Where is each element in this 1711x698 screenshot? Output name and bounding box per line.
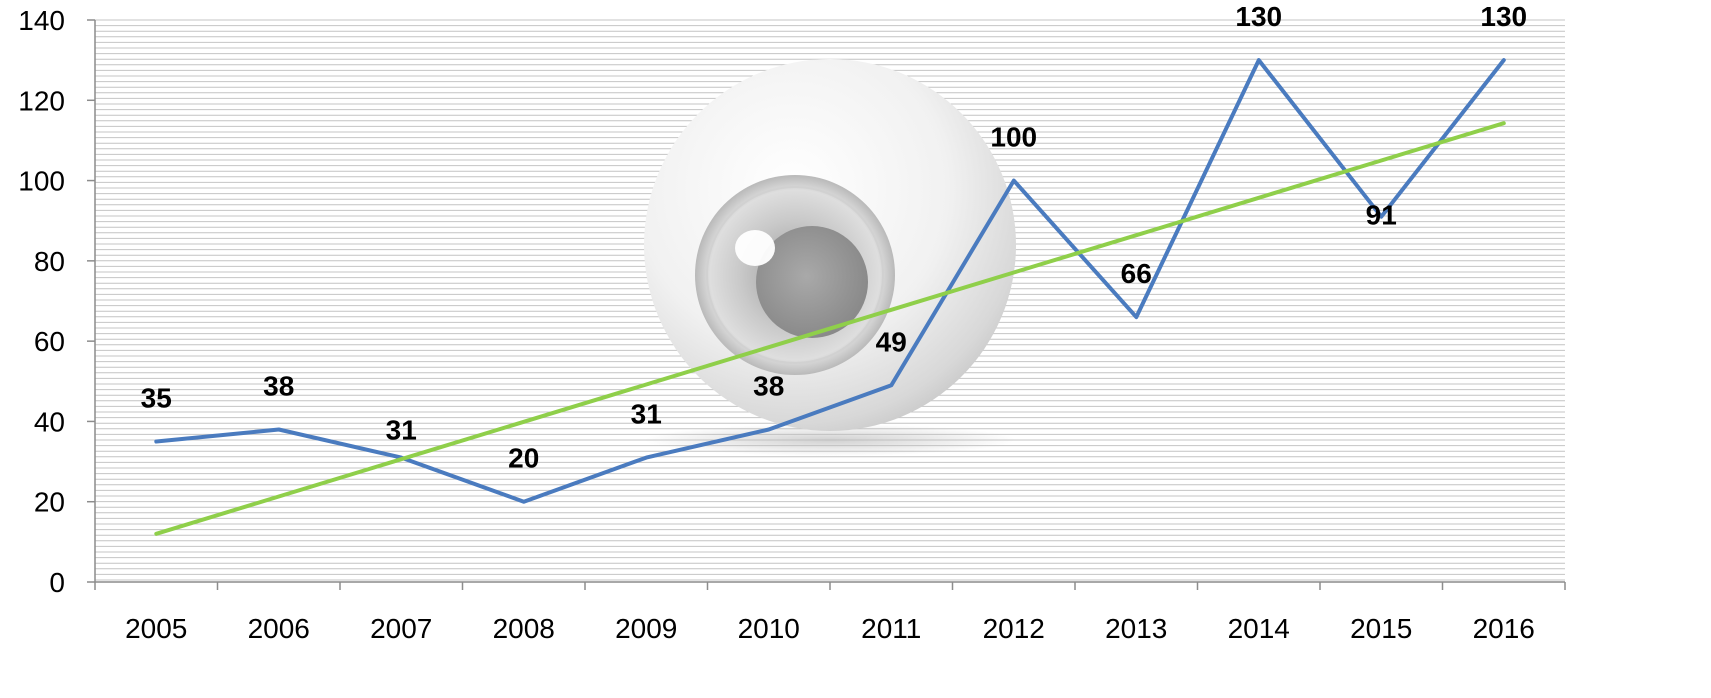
x-tick-label: 2005 [125, 613, 187, 644]
x-tick-label: 2011 [861, 613, 921, 644]
x-tick-label: 2008 [493, 613, 555, 644]
series [154, 58, 1506, 536]
data-label: 91 [1366, 200, 1397, 231]
data-label: 38 [753, 370, 784, 401]
y-tick-label: 20 [34, 487, 65, 518]
series-line [154, 58, 1506, 504]
x-tick-label: 2009 [615, 613, 677, 644]
y-tick-label: 120 [18, 85, 65, 116]
data-label: 130 [1480, 1, 1527, 32]
x-tick-label: 2012 [983, 613, 1045, 644]
x-tick-label: 2014 [1228, 613, 1290, 644]
data-label: 31 [631, 399, 662, 430]
data-label: 35 [141, 383, 172, 414]
y-tick-label: 60 [34, 326, 65, 357]
data-label: 66 [1121, 258, 1152, 289]
y-tick-label: 80 [34, 246, 65, 277]
axes [87, 19, 1566, 590]
y-tick-label: 40 [34, 406, 65, 437]
x-tick-label: 2010 [738, 613, 800, 644]
x-tick-label: 2007 [370, 613, 432, 644]
data-label: 100 [990, 122, 1037, 153]
x-tick-label: 2006 [248, 613, 310, 644]
y-tick-label: 0 [49, 567, 65, 598]
y-tick-label: 140 [18, 5, 65, 36]
data-label: 130 [1235, 1, 1282, 32]
labels: 0 20 40 60 80 100 120 140 2005 2006 2007 2008 2009 20… [18, 1, 1535, 644]
data-label: 49 [876, 326, 907, 357]
x-tick-label: 2015 [1350, 613, 1412, 644]
y-tick-label: 100 [18, 166, 65, 197]
data-label: 38 [263, 370, 294, 401]
data-label: 20 [508, 443, 539, 474]
data-label: 31 [386, 415, 417, 446]
x-tick-label: 2013 [1105, 613, 1167, 644]
trendline [154, 121, 1506, 536]
x-tick-label: 2016 [1473, 613, 1535, 644]
